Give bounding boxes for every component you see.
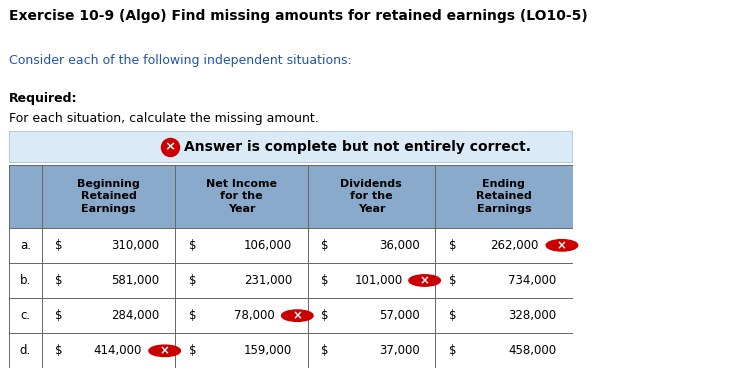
Text: ×: × bbox=[419, 274, 430, 287]
Text: $: $ bbox=[189, 309, 196, 322]
Text: 310,000: 310,000 bbox=[111, 239, 160, 252]
Circle shape bbox=[282, 310, 313, 321]
Text: 37,000: 37,000 bbox=[379, 344, 419, 357]
Text: c.: c. bbox=[20, 309, 31, 322]
Text: ×: × bbox=[292, 309, 303, 322]
Text: $: $ bbox=[321, 274, 328, 287]
Text: Required:: Required: bbox=[9, 92, 77, 105]
Text: $: $ bbox=[55, 309, 63, 322]
Text: a.: a. bbox=[19, 239, 31, 252]
Text: $: $ bbox=[55, 239, 63, 252]
Text: Dividends
for the
Year: Dividends for the Year bbox=[341, 179, 402, 214]
Text: d.: d. bbox=[19, 344, 31, 357]
Text: 57,000: 57,000 bbox=[379, 309, 419, 322]
FancyBboxPatch shape bbox=[9, 165, 573, 228]
Text: 328,000: 328,000 bbox=[509, 309, 557, 322]
Text: Consider each of the following independent situations:: Consider each of the following independe… bbox=[9, 54, 352, 67]
Text: 78,000: 78,000 bbox=[234, 309, 275, 322]
Text: $: $ bbox=[321, 239, 328, 252]
Text: ×: × bbox=[160, 344, 169, 357]
Text: 284,000: 284,000 bbox=[111, 309, 160, 322]
Text: $: $ bbox=[189, 274, 196, 287]
Text: Ending
Retained
Earnings: Ending Retained Earnings bbox=[476, 179, 532, 214]
Text: 36,000: 36,000 bbox=[379, 239, 419, 252]
Text: $: $ bbox=[55, 344, 63, 357]
Text: $: $ bbox=[449, 309, 457, 322]
Circle shape bbox=[149, 345, 181, 356]
Text: 106,000: 106,000 bbox=[243, 239, 292, 252]
Text: $: $ bbox=[321, 309, 328, 322]
Text: $: $ bbox=[449, 274, 457, 287]
Text: b.: b. bbox=[19, 274, 31, 287]
Text: 458,000: 458,000 bbox=[509, 344, 557, 357]
Circle shape bbox=[546, 240, 577, 251]
Text: $: $ bbox=[321, 344, 328, 357]
Text: Net Income
for the
Year: Net Income for the Year bbox=[206, 179, 277, 214]
Text: For each situation, calculate the missing amount.: For each situation, calculate the missin… bbox=[9, 112, 319, 125]
Text: $: $ bbox=[189, 344, 196, 357]
Text: 262,000: 262,000 bbox=[490, 239, 539, 252]
Text: 414,000: 414,000 bbox=[94, 344, 142, 357]
Text: 101,000: 101,000 bbox=[355, 274, 403, 287]
Text: Beginning
Retained
Earnings: Beginning Retained Earnings bbox=[77, 179, 140, 214]
FancyBboxPatch shape bbox=[9, 131, 573, 163]
Text: Answer is complete but not entirely correct.: Answer is complete but not entirely corr… bbox=[184, 140, 531, 154]
Text: 581,000: 581,000 bbox=[111, 274, 160, 287]
Circle shape bbox=[409, 275, 440, 286]
Text: ×: × bbox=[557, 239, 567, 252]
Text: Exercise 10-9 (Algo) Find missing amounts for retained earnings (LO10-5): Exercise 10-9 (Algo) Find missing amount… bbox=[9, 9, 588, 23]
Text: ×: × bbox=[164, 140, 175, 153]
Text: 734,000: 734,000 bbox=[508, 274, 557, 287]
Text: $: $ bbox=[449, 344, 457, 357]
Text: $: $ bbox=[189, 239, 196, 252]
Text: $: $ bbox=[55, 274, 63, 287]
Text: 159,000: 159,000 bbox=[243, 344, 292, 357]
Text: 231,000: 231,000 bbox=[243, 274, 292, 287]
Text: $: $ bbox=[449, 239, 457, 252]
